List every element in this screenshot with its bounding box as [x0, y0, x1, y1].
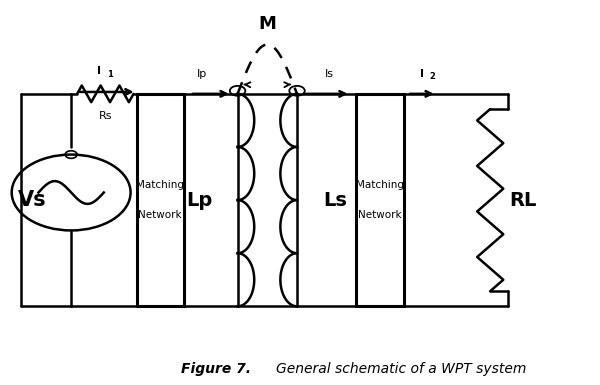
Bar — [356, 94, 404, 306]
Text: Network: Network — [139, 210, 182, 220]
Text: M: M — [259, 15, 276, 33]
Bar — [137, 94, 184, 306]
Text: 1: 1 — [107, 70, 113, 79]
Text: Matching: Matching — [356, 180, 404, 190]
Text: Figure 7.: Figure 7. — [181, 362, 251, 376]
Text: Ip: Ip — [197, 69, 207, 79]
Text: General schematic of a WPT system: General schematic of a WPT system — [276, 362, 527, 376]
Text: Vs: Vs — [17, 190, 46, 210]
Text: I: I — [420, 69, 424, 79]
Text: Ls: Ls — [324, 191, 347, 209]
Text: 2: 2 — [430, 72, 436, 81]
Text: RL: RL — [509, 191, 536, 209]
Text: Matching: Matching — [136, 180, 184, 190]
Text: Is: Is — [325, 69, 334, 79]
Text: Rs: Rs — [98, 111, 112, 121]
Text: Lp: Lp — [186, 191, 212, 209]
Text: I: I — [97, 65, 101, 75]
Text: Network: Network — [358, 210, 402, 220]
